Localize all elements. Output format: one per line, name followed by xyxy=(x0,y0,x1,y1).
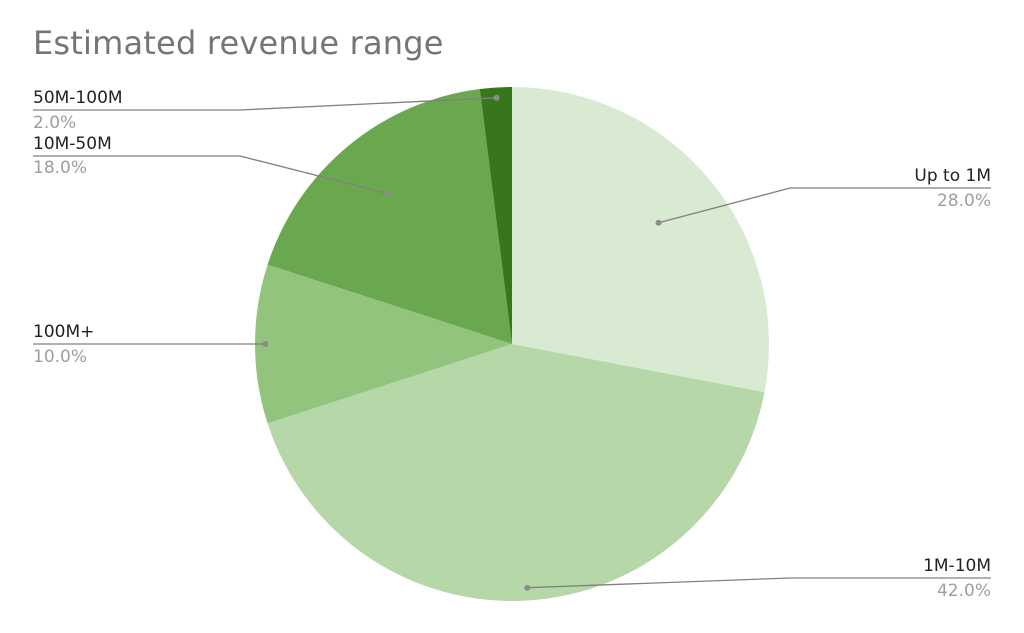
slice-percent-label: 42.0% xyxy=(937,581,991,601)
slice-label: 50M-100M xyxy=(33,88,123,108)
slice-label: 1M-10M xyxy=(923,556,991,576)
callout-line xyxy=(33,97,497,111)
callout-dot xyxy=(493,94,500,101)
slice-label: 10M-50M xyxy=(33,134,112,154)
pie-slice-50m-100m[interactable] xyxy=(479,87,512,344)
slice-percent-label: 10.0% xyxy=(33,347,87,367)
callout-dot xyxy=(524,584,531,591)
slice-label: 100M+ xyxy=(33,322,94,342)
callout-dot xyxy=(655,219,662,226)
callout-dot xyxy=(384,190,391,197)
slice-label: Up to 1M xyxy=(914,166,991,186)
pie-slice-1m-10m[interactable] xyxy=(267,344,765,602)
pie-callouts: Up to 1M 28.0% 1M-10M 42.0% 100M+ 10.0% 10M-50… xyxy=(33,88,991,601)
pie-slice-up-to-1m[interactable] xyxy=(512,87,770,393)
callout-line xyxy=(658,187,991,224)
pie-slices xyxy=(255,87,770,602)
slice-percent-label: 28.0% xyxy=(937,191,991,211)
chart-title: Estimated revenue range xyxy=(33,24,444,62)
callout-line xyxy=(527,577,991,589)
slice-percent-label: 18.0% xyxy=(33,158,87,178)
pie-slice-10m-50m[interactable] xyxy=(267,89,512,344)
pie-slice-100m[interactable] xyxy=(255,264,512,424)
callout-dot xyxy=(262,341,269,347)
callout-line xyxy=(33,155,388,195)
slice-percent-label: 2.0% xyxy=(33,113,76,133)
